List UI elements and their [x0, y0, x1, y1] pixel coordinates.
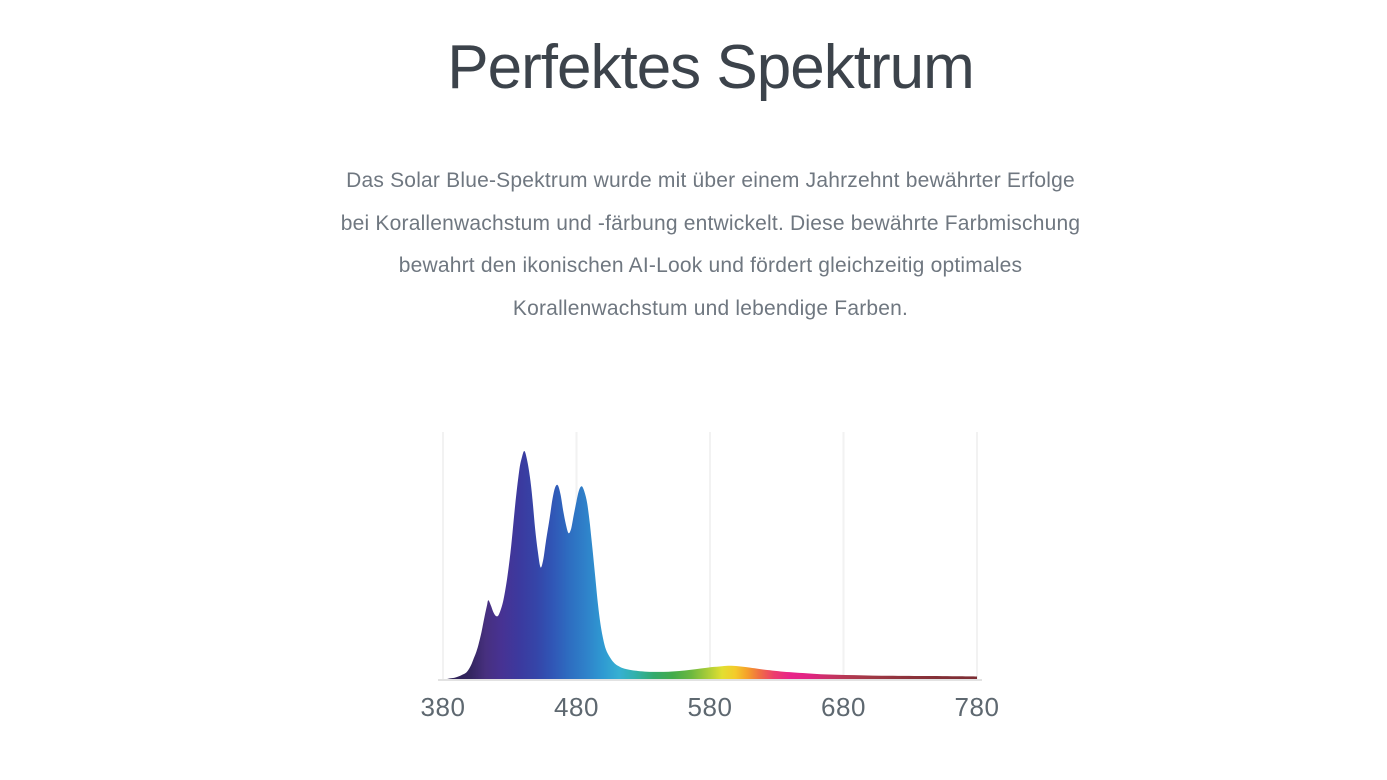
intro-line: bewahrt den ikonischen AI-Look und förde…	[398, 254, 1023, 277]
spectrum-svg: 380 480 580 680 780	[421, 432, 1000, 722]
x-tick-label: 380	[421, 692, 466, 722]
spectrum-area	[447, 450, 977, 679]
intro-paragraph: Das Solar Blue-Spektrum wurde mit über e…	[17, 160, 1387, 330]
x-tick-label: 780	[955, 692, 1000, 722]
intro-line: Korallenwachstum und lebendige Farben.	[512, 296, 909, 320]
x-tick-label: 680	[821, 692, 866, 722]
x-tick-label: 480	[554, 692, 599, 722]
intro-line: Das Solar Blue-Spektrum wurde mit über e…	[346, 169, 1075, 192]
intro-line: bei Korallenwachstum und -färbung entwic…	[340, 211, 1081, 235]
x-tick-label: 580	[688, 692, 733, 722]
page-title: Perfektes Spektrum	[447, 33, 974, 102]
spectrum-chart: 380 480 580 680 780	[415, 415, 1025, 735]
